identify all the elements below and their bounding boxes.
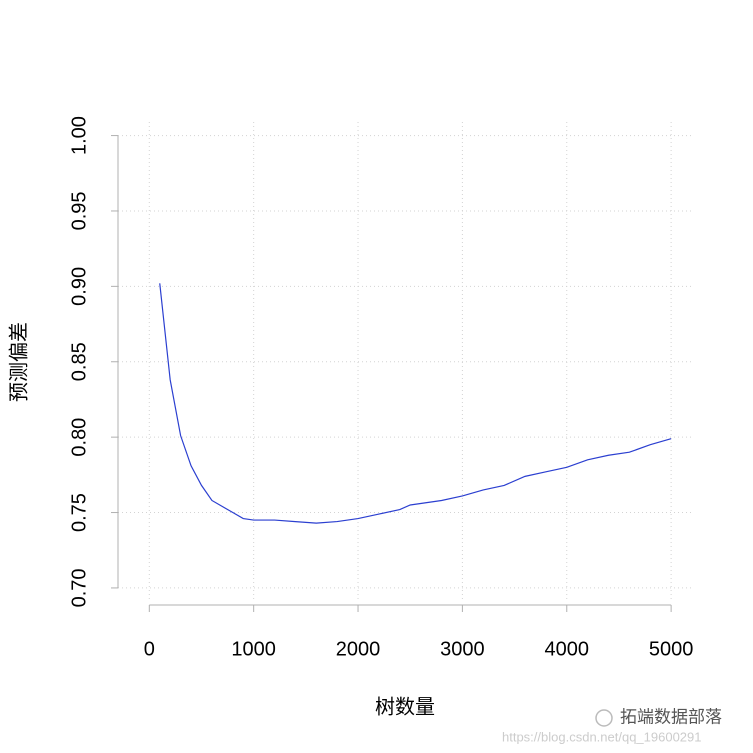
line: [159, 283, 672, 524]
y-tick-label: 0.70: [68, 568, 90, 607]
x-tick-label: 1000: [231, 638, 276, 660]
y-tick-label: 0.85: [68, 342, 90, 381]
x-tick-label: 3000: [440, 638, 485, 660]
x-tick-label: 5000: [649, 638, 694, 660]
watermark-icon: [595, 709, 613, 727]
x-tick-label: 4000: [545, 638, 590, 660]
y-tick-label: 0.75: [68, 493, 90, 532]
y-tick-label: 0.90: [68, 267, 90, 306]
watermark-url: https://blog.csdn.net/qq_19600291: [502, 729, 702, 744]
x-axis-label: 树数量: [375, 695, 435, 718]
y-tick-label: 0.80: [68, 418, 90, 457]
y-axis-label: 预测偏差: [7, 322, 30, 402]
watermark: 拓端数据部落: [620, 707, 722, 726]
x-tick-label: 2000: [336, 638, 381, 660]
y-tick-label: 0.95: [68, 191, 90, 230]
x-tick-label: 0: [144, 638, 155, 660]
y-tick-label: 1.00: [68, 116, 90, 155]
